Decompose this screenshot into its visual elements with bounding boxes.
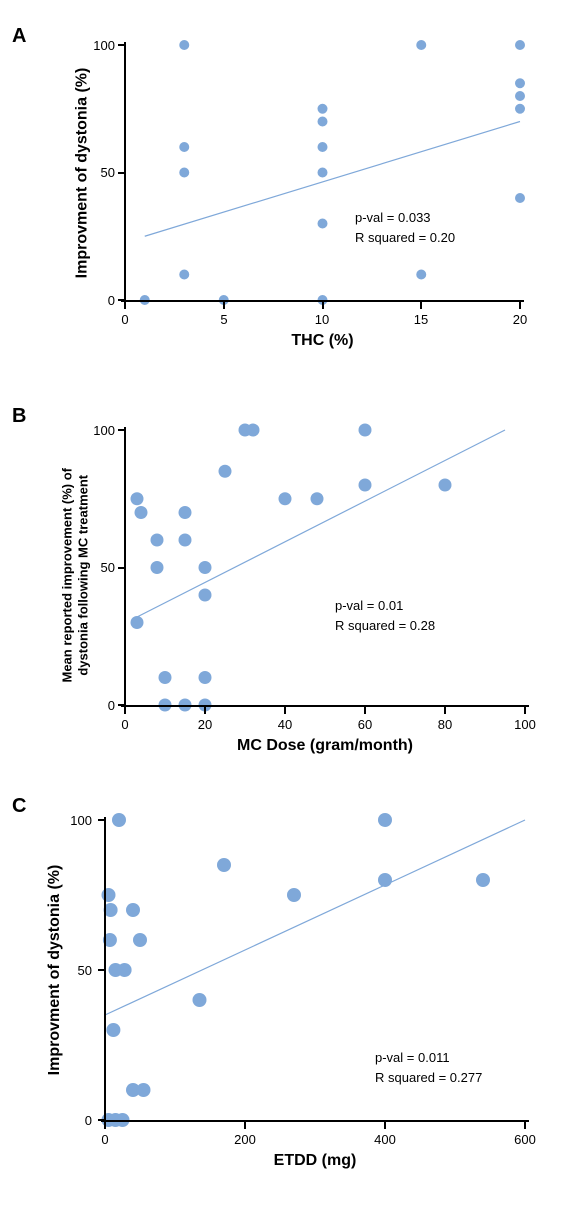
tick (124, 707, 126, 714)
panel-b-plot (125, 430, 525, 705)
tick-label: 100 (510, 717, 540, 732)
x-axis (101, 1120, 529, 1122)
tick-label: 40 (270, 717, 300, 732)
tick (118, 567, 125, 569)
tick (364, 707, 366, 714)
tick (524, 1122, 526, 1129)
stat-pval-a: p-val = 0.033 (355, 210, 431, 225)
figure: A 100 50 0 0 5 10 15 20 THC (%) Improvme… (0, 0, 567, 1208)
tick (98, 1119, 105, 1121)
y-axis-label-a: Improvment of dystonia (%) (74, 46, 92, 301)
chart-svg-b (125, 430, 525, 705)
panel-a-plot (125, 45, 520, 300)
tick (420, 302, 422, 309)
tick (118, 299, 125, 301)
stat-r2-c: R squared = 0.277 (375, 1070, 482, 1085)
tick (98, 819, 105, 821)
tick-label: 10 (307, 312, 337, 327)
tick (223, 302, 225, 309)
tick-label: 0 (110, 312, 140, 327)
tick-label: 0 (110, 717, 140, 732)
y-axis-label-c: Improvment of dystonia (%) (46, 820, 64, 1120)
tick (444, 707, 446, 714)
panel-c-label: C (12, 795, 26, 818)
tick (104, 1122, 106, 1129)
stat-r2-b: R squared = 0.28 (335, 618, 435, 633)
tick-label: 100 (85, 423, 115, 438)
stat-pval-c: p-val = 0.011 (375, 1050, 450, 1065)
tick-label: 20 (505, 312, 535, 327)
tick (118, 429, 125, 431)
tick (519, 302, 521, 309)
tick (124, 302, 126, 309)
tick (118, 172, 125, 174)
tick-label: 0 (62, 1113, 92, 1128)
tick-label: 5 (209, 312, 239, 327)
tick (98, 969, 105, 971)
tick-label: 600 (510, 1132, 540, 1147)
stat-pval-b: p-val = 0.01 (335, 598, 403, 613)
panel-b-label: B (12, 405, 26, 428)
tick (118, 44, 125, 46)
x-axis (121, 705, 529, 707)
tick (118, 704, 125, 706)
panel-a-label: A (12, 25, 26, 48)
stat-r2-a: R squared = 0.20 (355, 230, 455, 245)
tick-label: 200 (230, 1132, 260, 1147)
tick-label: 400 (370, 1132, 400, 1147)
tick-label: 60 (350, 717, 380, 732)
x-axis-label-a: THC (%) (125, 332, 520, 350)
tick (524, 707, 526, 714)
tick (284, 707, 286, 714)
tick (322, 302, 324, 309)
x-axis-label-b: MC Dose (gram/month) (125, 737, 525, 755)
tick-label: 100 (62, 813, 92, 828)
tick-label: 50 (62, 963, 92, 978)
tick (244, 1122, 246, 1129)
tick-label: 0 (90, 1132, 120, 1147)
y-axis-label-b: Mean reported improvement (%) ofdystonia… (59, 438, 92, 713)
chart-svg-a (125, 45, 520, 300)
tick-label: 15 (406, 312, 436, 327)
tick (384, 1122, 386, 1129)
tick-label: 80 (430, 717, 460, 732)
tick (204, 707, 206, 714)
tick-label: 20 (190, 717, 220, 732)
x-axis-label-c: ETDD (mg) (105, 1152, 525, 1170)
